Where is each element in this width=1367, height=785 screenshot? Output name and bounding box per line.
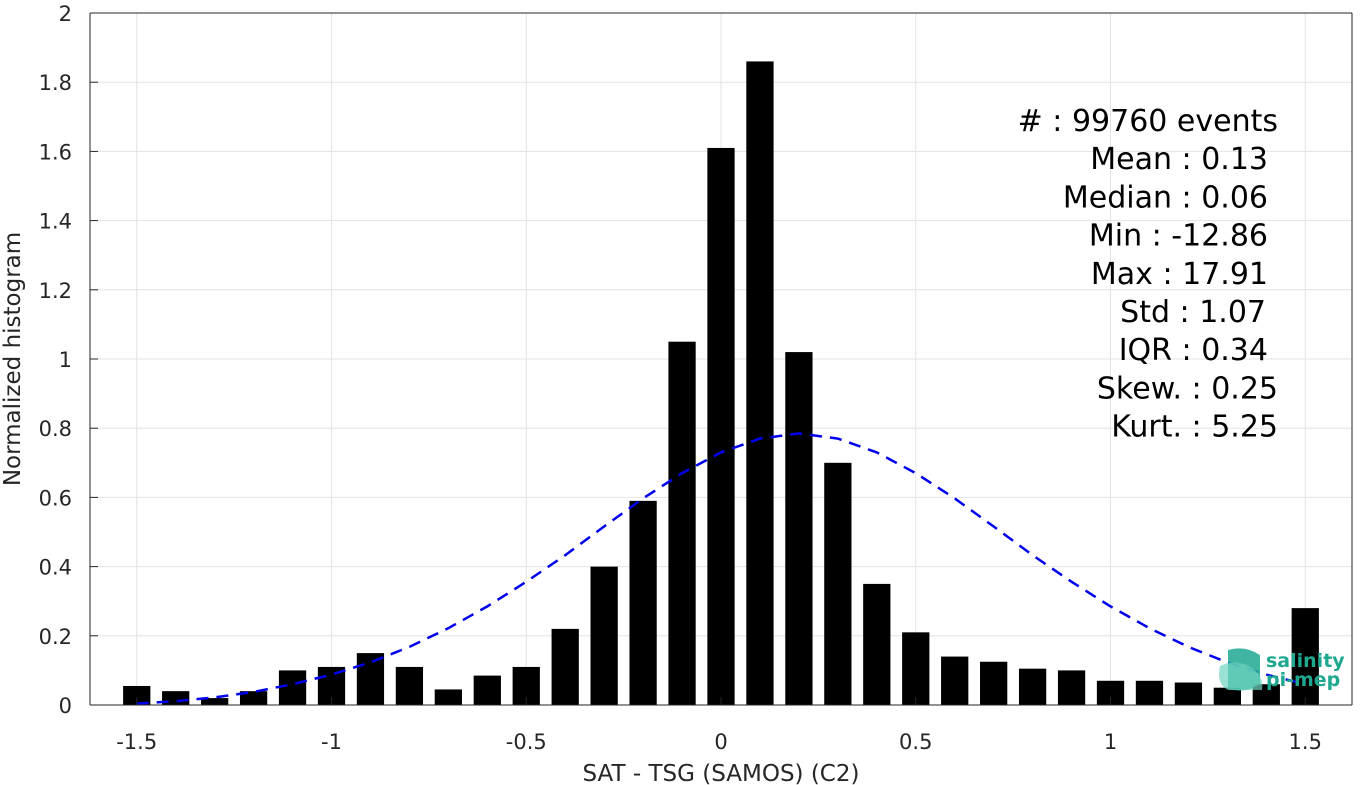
normal-fit-curve — [136, 432, 1306, 705]
stats-line-5: Std : 1.07 — [1120, 295, 1266, 330]
y-tick-label-4: 0.8 — [39, 417, 72, 441]
fit-curve-line — [136, 432, 1306, 705]
x-tick-label-4: 0.5 — [899, 730, 932, 754]
y-tick-label-10: 2 — [59, 2, 72, 26]
bar-14 — [668, 341, 696, 705]
stats-line-6: IQR : 0.34 — [1119, 333, 1268, 368]
x-tick-label-1: -1 — [321, 730, 342, 754]
bar-9 — [473, 675, 501, 705]
x-axis-ticks: -1.5 -1 -0.5 0 0.5 1 1.5 — [116, 697, 1322, 754]
logo-text-line1: salinity — [1266, 650, 1345, 672]
stats-line-0: # : 99760 events — [1018, 104, 1278, 139]
bar-20 — [902, 632, 930, 705]
stats-line-3: Min : -12.86 — [1089, 219, 1268, 254]
wave-icon — [1219, 648, 1263, 691]
bar-30 — [1291, 608, 1319, 705]
salinity-pimep-logo: salinity pi-mep — [1219, 648, 1345, 691]
y-tick-label-7: 1.4 — [39, 210, 72, 234]
histogram-bars — [123, 61, 1319, 705]
bar-6 — [356, 653, 385, 705]
y-tick-label-6: 1.2 — [39, 279, 72, 303]
bar-12 — [590, 566, 618, 705]
logo-text-line2: pi-mep — [1266, 669, 1340, 691]
x-axis-title: SAT - TSG (SAMOS) (C2) — [583, 761, 860, 785]
bar-18 — [824, 462, 852, 705]
bar-0 — [123, 685, 151, 705]
y-axis-title: Normalized histogram — [0, 232, 26, 486]
bar-16 — [746, 61, 774, 705]
stats-line-7: Skew. : 0.25 — [1097, 371, 1278, 406]
bar-7 — [395, 666, 424, 705]
bar-27 — [1174, 682, 1203, 705]
bar-15 — [707, 147, 735, 705]
bar-22 — [980, 661, 1008, 705]
bar-4 — [278, 670, 307, 705]
bar-19 — [863, 583, 891, 705]
bar-24 — [1057, 670, 1086, 705]
bar-23 — [1018, 668, 1047, 705]
y-axis-ticks: 0 0.2 0.4 0.6 0.8 1 1.2 1.4 1.6 1.8 2 — [39, 2, 98, 718]
bar-3 — [239, 691, 268, 705]
stats-line-1: Mean : 0.13 — [1090, 142, 1268, 177]
x-tick-label-5: 1 — [1104, 730, 1117, 754]
x-tick-label-0: -1.5 — [116, 730, 157, 754]
bar-26 — [1135, 680, 1164, 705]
bar-13 — [629, 500, 657, 705]
y-tick-label-2: 0.4 — [39, 556, 72, 580]
x-tick-label-2: -0.5 — [506, 730, 547, 754]
y-tick-label-8: 1.6 — [39, 140, 72, 164]
y-tick-label-9: 1.8 — [39, 71, 72, 95]
bar-28 — [1213, 687, 1241, 705]
y-tick-label-3: 0.6 — [39, 486, 72, 510]
bar-21 — [941, 656, 969, 705]
stats-line-2: Median : 0.06 — [1063, 180, 1268, 215]
y-tick-label-5: 1 — [59, 348, 72, 372]
y-tick-label-0: 0 — [59, 694, 72, 718]
bar-2 — [201, 698, 229, 705]
x-tick-label-3: 0 — [714, 730, 727, 754]
bar-11 — [551, 628, 579, 705]
y-tick-label-1: 0.2 — [39, 625, 72, 649]
bar-17 — [785, 352, 813, 705]
stats-line-8: Kurt. : 5.25 — [1111, 410, 1278, 445]
x-tick-label-6: 1.5 — [1289, 730, 1322, 754]
stats-line-4: Max : 17.91 — [1091, 257, 1268, 292]
bar-8 — [434, 689, 462, 705]
